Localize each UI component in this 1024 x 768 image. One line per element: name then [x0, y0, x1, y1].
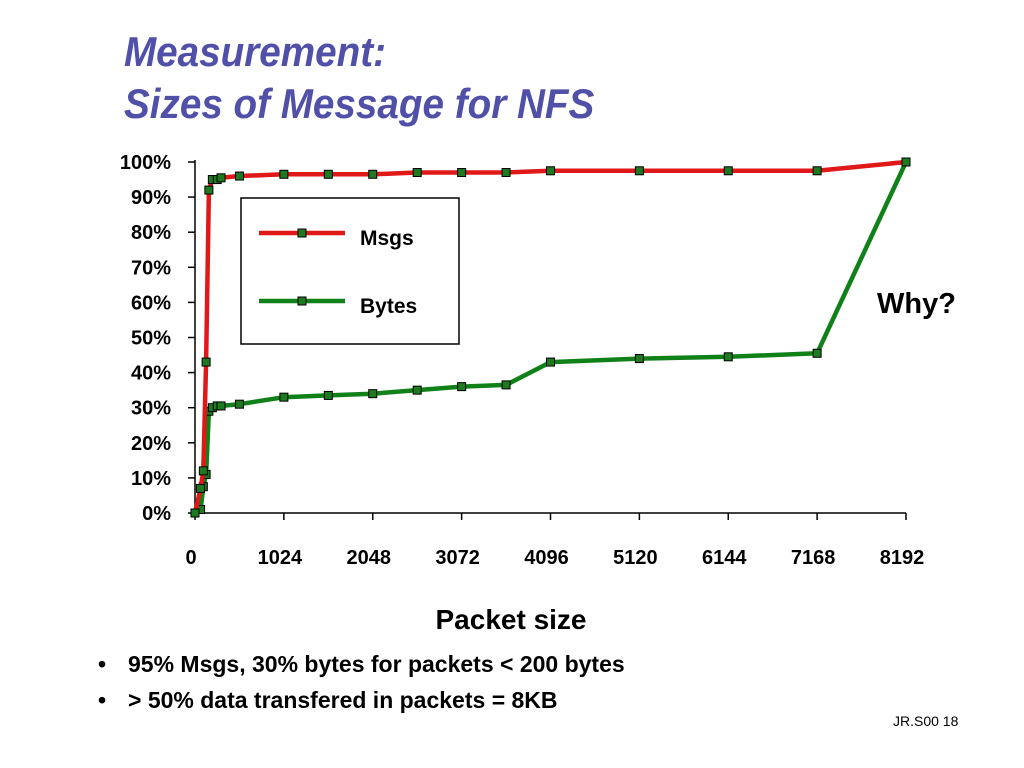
legend-marker-bytes: [297, 296, 307, 306]
data-point-msgs: [546, 166, 555, 176]
data-point-msgs: [723, 166, 733, 176]
legend-marker-msgs: [297, 228, 307, 238]
x-tick-label: 0: [185, 547, 196, 569]
data-point-msgs: [279, 169, 289, 179]
data-point-msgs: [216, 173, 226, 183]
x-tick-label: 3072: [435, 547, 480, 569]
data-point-msgs: [204, 185, 214, 195]
slide-title-line-1: Measurement:: [124, 28, 386, 75]
data-point-msgs: [234, 171, 244, 181]
bullet-item-1: 95% Msgs, 30% bytes for packets < 200 by…: [96, 646, 625, 682]
data-point-bytes: [412, 385, 422, 395]
legend-label-msgs: Msgs: [360, 227, 414, 250]
x-tick-label: 5120: [613, 547, 658, 569]
data-point-msgs: [368, 169, 378, 179]
x-tick-label: 2048: [347, 547, 392, 569]
x-tick-label: 4096: [524, 547, 569, 569]
data-point-bytes: [546, 357, 555, 367]
data-point-msgs: [812, 166, 822, 176]
y-tick-label: 50%: [131, 328, 171, 350]
data-point-bytes: [723, 352, 733, 362]
data-point-bytes: [501, 380, 511, 390]
y-tick-label: 10%: [131, 468, 171, 490]
x-tick-label: 1024: [258, 547, 303, 569]
x-tick-label: 8192: [880, 547, 925, 569]
y-tick-label: 60%: [131, 292, 171, 314]
y-tick-label: 80%: [131, 222, 171, 244]
data-point-bytes: [368, 389, 378, 399]
data-point-bytes: [234, 399, 244, 409]
legend-label-bytes: Bytes: [360, 295, 417, 318]
series-line-msgs: [192, 159, 907, 514]
y-tick-label: 20%: [131, 433, 171, 455]
data-point-msgs: [190, 508, 200, 518]
x-axis-title: Packet size: [436, 604, 587, 635]
data-point-msgs: [412, 168, 422, 178]
y-tick-label: 100%: [120, 152, 171, 174]
data-point-msgs: [198, 466, 208, 476]
data-point-bytes: [216, 401, 226, 411]
data-point-bytes: [634, 354, 644, 364]
data-point-msgs: [501, 168, 511, 178]
slide-title: Measurement: Sizes of Message for NFS: [124, 26, 594, 130]
why-annotation: Why?: [877, 288, 956, 320]
y-tick-label: 30%: [131, 398, 171, 420]
data-point-msgs: [201, 357, 211, 367]
y-tick-label: 70%: [131, 257, 171, 279]
data-point-bytes: [323, 390, 333, 400]
y-tick-label: 40%: [131, 363, 171, 385]
data-point-msgs: [323, 169, 333, 179]
bullet-item-2: > 50% data transfered in packets = 8KB: [96, 682, 625, 718]
data-point-msgs: [457, 168, 467, 178]
x-tick-label: 7168: [791, 547, 836, 569]
bullet-list: 95% Msgs, 30% bytes for packets < 200 by…: [96, 646, 625, 718]
y-tick-label: 0%: [142, 503, 171, 525]
slide-footer: JR.S00 18: [893, 713, 959, 729]
slide-title-line-2: Sizes of Message for NFS: [124, 80, 595, 127]
data-point-msgs: [196, 483, 206, 493]
data-point-bytes: [457, 382, 467, 392]
packet-size-chart: 0% 10% 20% 30% 40% 50% 60% 70% 80% 90% 100% 0 1024 20…: [120, 152, 956, 635]
series-line-bytes: [193, 161, 909, 515]
data-point-msgs: [901, 157, 911, 167]
legend-box: [240, 197, 460, 345]
y-tick-label: 90%: [131, 187, 171, 209]
data-point-bytes: [812, 348, 822, 358]
data-point-bytes: [279, 392, 289, 402]
x-tick-label: 6144: [702, 547, 747, 569]
data-point-msgs: [634, 166, 644, 176]
